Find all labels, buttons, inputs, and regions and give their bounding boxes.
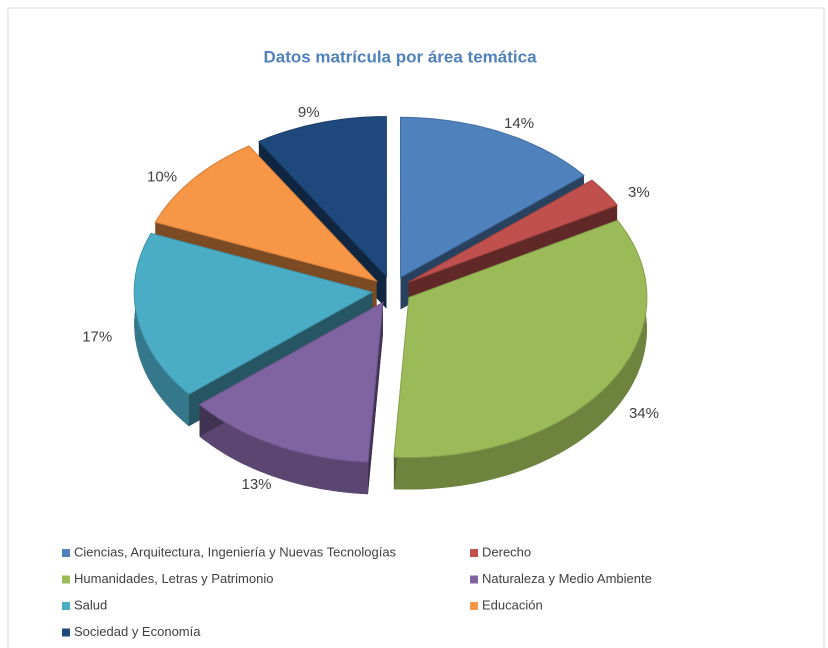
slice-wall (367, 302, 383, 495)
legend-swatch (470, 575, 478, 584)
slice (399, 116, 585, 279)
legend-label: Educación (482, 597, 543, 612)
legend-swatch (62, 549, 70, 557)
legend-label: Ciencias, Arquitectura, Ingeniería y Nue… (74, 544, 397, 559)
legend-swatch (62, 575, 70, 584)
legend-swatch (62, 602, 70, 610)
slice (133, 232, 374, 395)
legend-label: Humanidades, Letras y Patrimonio (74, 571, 273, 586)
slice (198, 301, 384, 463)
slice (258, 116, 387, 278)
data-label: 34% (629, 405, 659, 422)
data-label: 13% (241, 476, 271, 493)
data-label: 3% (628, 184, 650, 201)
slice (408, 179, 618, 283)
data-label: 17% (82, 328, 112, 345)
legend-label: Sociedad y Economía (74, 624, 201, 639)
slice (393, 219, 648, 458)
legend-label: Derecho (482, 544, 531, 559)
slice-rim (393, 220, 647, 490)
data-label: 9% (298, 104, 320, 121)
chart-title: Datos matrícula por área temática (263, 47, 537, 66)
slice-rim (199, 404, 368, 495)
slice-rim (134, 233, 189, 427)
legend-label: Naturaleza y Medio Ambiente (482, 571, 652, 586)
legend-swatch (470, 602, 478, 610)
legend-swatch (62, 628, 70, 637)
legend-label: Salud (74, 597, 107, 612)
legend-swatch (470, 549, 478, 557)
slice (154, 145, 379, 283)
data-label: 10% (147, 169, 177, 186)
data-label: 14% (504, 115, 534, 132)
